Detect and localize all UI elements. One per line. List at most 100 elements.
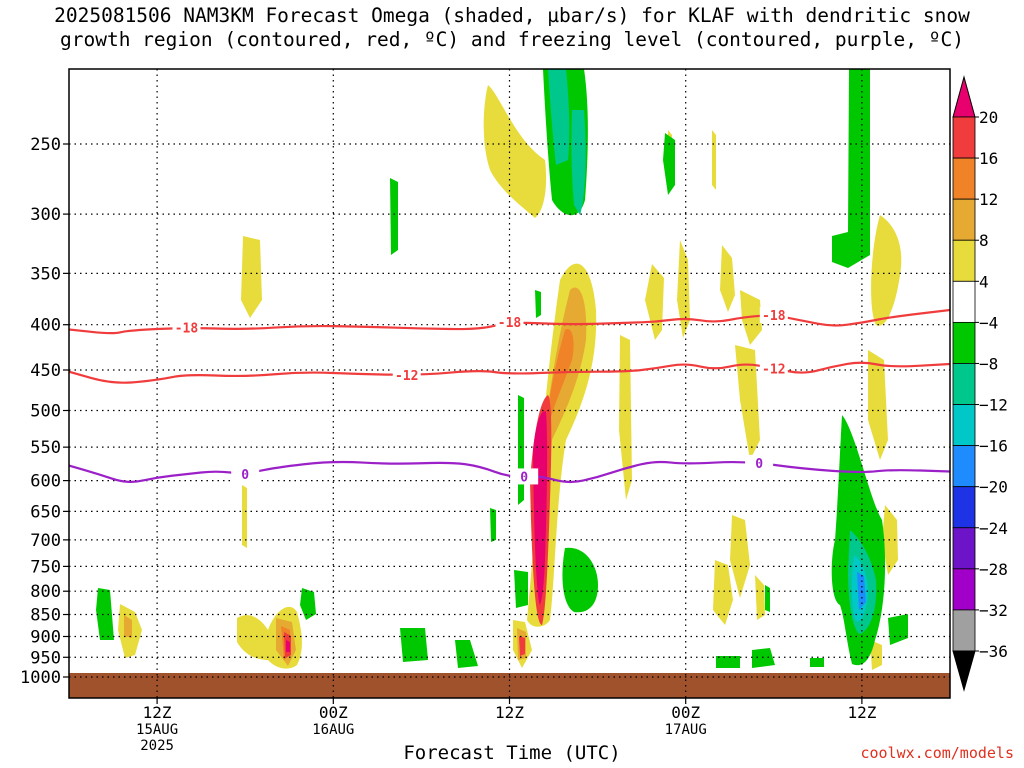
omega-region xyxy=(571,110,586,215)
x-tick-label: 17AUG xyxy=(665,722,707,738)
y-tick-label: 900 xyxy=(30,627,61,647)
omega-region xyxy=(755,575,765,620)
omega-region xyxy=(533,411,548,605)
colorbar-swatch xyxy=(952,116,976,159)
omega-region xyxy=(735,345,760,460)
omega-region xyxy=(677,240,690,338)
omega-region xyxy=(765,585,770,612)
omega-region xyxy=(716,656,740,668)
y-tick-label: 650 xyxy=(30,502,61,522)
omega-region xyxy=(663,133,675,195)
colorbar: 20 16 12 8 4 −4 −8 −12 −16 −20 −24 −28 −32 −36 xyxy=(952,75,1008,692)
colorbar-top-arrow xyxy=(952,75,976,118)
colorbar-swatch xyxy=(952,404,976,447)
y-tick-label: 1000 xyxy=(20,668,61,688)
y-tick-label: 300 xyxy=(30,205,61,225)
colorbar-swatch xyxy=(952,568,976,611)
x-tick-label: 00Z xyxy=(671,703,700,722)
omega-region xyxy=(483,85,547,218)
contour-label: -12 xyxy=(395,369,418,384)
colorbar-swatch xyxy=(952,280,976,323)
x-tick-label: 12Z xyxy=(847,703,876,722)
contour-label-bg xyxy=(759,306,788,323)
colorbar-label: −24 xyxy=(979,519,1008,538)
colorbar-swatch xyxy=(952,239,976,282)
contour-label-bg xyxy=(495,313,524,330)
contour-line--12 xyxy=(69,361,950,384)
colorbar-swatch xyxy=(952,527,976,570)
omega-region xyxy=(810,658,824,667)
colorbar-swatch xyxy=(952,445,976,488)
colorbar-label: −20 xyxy=(979,478,1008,497)
colorbar-bottom-arrow xyxy=(952,650,976,692)
y-tick-label: 800 xyxy=(30,582,61,602)
omega-region xyxy=(519,636,525,656)
y-tick-label: 950 xyxy=(30,648,61,668)
x-tick-label: 12Z xyxy=(495,703,524,722)
omega-region xyxy=(300,588,316,620)
omega-region xyxy=(490,508,496,542)
contour-labels: -18 -18 -18 -12 -12 0 0 0 xyxy=(172,306,788,485)
contour-label-bg xyxy=(392,366,421,383)
contour-lines xyxy=(69,308,950,484)
x-tick-label: 12Z xyxy=(143,703,172,722)
y-tick-label: 250 xyxy=(30,135,61,155)
colorbar-swatch xyxy=(952,363,976,405)
omega-region xyxy=(619,335,632,500)
contour-label-bg xyxy=(759,360,788,377)
y-tick-label: 450 xyxy=(30,361,61,381)
y-tick-label: 400 xyxy=(30,316,61,336)
contour-label-bg xyxy=(510,468,539,485)
y-axis: 2503003504004505005506006507007508008509… xyxy=(20,135,69,688)
y-tick-label: 500 xyxy=(30,402,61,422)
y-tick-label: 600 xyxy=(30,472,61,492)
colorbar-label: −28 xyxy=(979,560,1008,579)
colorbar-label: 16 xyxy=(979,149,998,168)
omega-region xyxy=(124,615,132,638)
omega-region xyxy=(870,640,882,670)
colorbar-swatch xyxy=(952,198,976,241)
y-tick-label: 750 xyxy=(30,557,61,577)
colorbar-label: −16 xyxy=(979,437,1008,456)
contour-label-bg xyxy=(231,466,260,483)
omega-region xyxy=(400,628,428,662)
chart-title-line-1: 2025081506 NAM3KM Forecast Omega (shaded… xyxy=(54,4,970,27)
contour-label: 0 xyxy=(241,468,249,483)
omega-region xyxy=(518,395,524,505)
x-tick-label: 16AUG xyxy=(312,722,354,738)
contour-label: -18 xyxy=(175,322,199,337)
credit-link[interactable]: coolwx.com/models xyxy=(860,744,1014,762)
omega-region xyxy=(888,614,908,645)
contour-label: 0 xyxy=(520,470,528,485)
omega-region xyxy=(868,350,888,460)
omega-region xyxy=(720,245,735,312)
contour-label: 0 xyxy=(755,457,763,472)
chart-title-line-2: growth region (contoured, red, ºC) and f… xyxy=(60,28,964,51)
omega-region xyxy=(535,290,541,318)
contour-line-0 xyxy=(69,460,950,484)
omega-shading xyxy=(96,69,908,670)
omega-region xyxy=(242,485,247,548)
colorbar-label: −36 xyxy=(979,642,1008,661)
omega-region xyxy=(871,215,902,326)
omega-region xyxy=(548,69,570,165)
colorbar-swatch xyxy=(952,157,976,200)
omega-region xyxy=(455,640,478,668)
omega-region xyxy=(713,560,733,625)
colorbar-label: −8 xyxy=(979,354,998,373)
y-tick-label: 700 xyxy=(30,531,61,551)
y-tick-label: 350 xyxy=(30,264,61,284)
colorbar-label: 4 xyxy=(979,272,989,291)
omega-region xyxy=(562,547,598,613)
omega-region xyxy=(241,236,262,318)
contour-label: -12 xyxy=(762,362,785,377)
omega-region xyxy=(514,570,528,608)
x-tick-label: 00Z xyxy=(319,703,348,722)
x-axis-title: Forecast Time (UTC) xyxy=(403,742,621,764)
y-tick-label: 850 xyxy=(30,606,61,626)
omega-region xyxy=(712,130,716,190)
y-tick-label: 550 xyxy=(30,438,61,458)
contour-label: -18 xyxy=(762,309,786,324)
